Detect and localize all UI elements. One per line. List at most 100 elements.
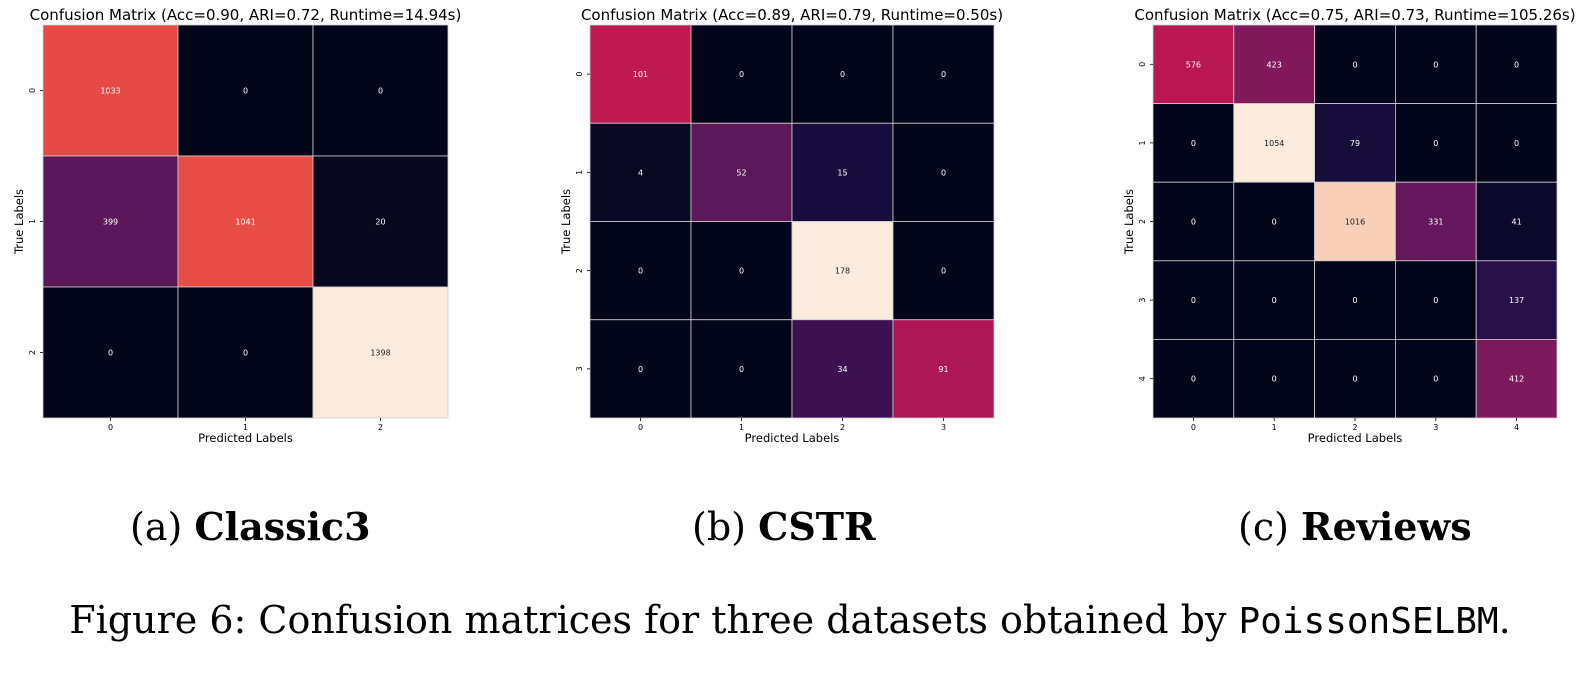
figure-caption: Figure 6: Confusion matrices for three d… bbox=[0, 598, 1580, 642]
y-tick-label: 0 bbox=[28, 88, 37, 93]
cell-value-label: 15 bbox=[837, 168, 847, 177]
heatmap-cell bbox=[1395, 24, 1477, 104]
cell-value-label: 0 bbox=[1272, 296, 1277, 305]
cell-value-label: 0 bbox=[1352, 296, 1357, 305]
cell-value-label: 0 bbox=[243, 87, 248, 96]
x-tick-label: 0 bbox=[1191, 423, 1196, 432]
x-axis-label: Predicted Labels bbox=[1308, 431, 1403, 445]
heatmap-cell bbox=[791, 24, 894, 124]
cell-value-label: 1016 bbox=[1345, 218, 1365, 227]
x-tick-label: 1 bbox=[739, 423, 744, 432]
heatmap-cell bbox=[1233, 260, 1316, 340]
y-tick-label: 3 bbox=[575, 366, 584, 371]
heatmap-cell bbox=[791, 122, 894, 222]
x-tick-label: 2 bbox=[1352, 423, 1357, 432]
y-tick-label: 2 bbox=[1138, 219, 1147, 224]
cell-value-label: 0 bbox=[1433, 60, 1438, 69]
x-tick-label: 0 bbox=[108, 423, 113, 432]
cell-value-label: 0 bbox=[1272, 218, 1277, 227]
cell-value-label: 1054 bbox=[1264, 139, 1284, 148]
caption-dataset-name: Reviews bbox=[1301, 504, 1472, 549]
cell-value-label: 0 bbox=[1514, 139, 1519, 148]
cell-value-label: 399 bbox=[103, 218, 118, 227]
chart-title: Confusion Matrix (Acc=0.89, ARI=0.79, Ru… bbox=[581, 6, 1003, 24]
cell-value-label: 0 bbox=[1191, 218, 1196, 227]
cell-value-label: 178 bbox=[835, 267, 850, 276]
y-tick-label: 3 bbox=[1138, 298, 1147, 303]
cell-value-label: 0 bbox=[739, 70, 744, 79]
x-tick-label: 1 bbox=[243, 423, 248, 432]
heatmap-reviews: Confusion Matrix (Acc=0.75, ARI=0.73, Ru… bbox=[1122, 6, 1576, 445]
heatmap-cell bbox=[1152, 260, 1235, 340]
y-tick-label: 2 bbox=[575, 268, 584, 273]
heatmap-cell bbox=[690, 319, 793, 419]
cell-value-label: 0 bbox=[1352, 60, 1357, 69]
cell-value-label: 1398 bbox=[370, 349, 390, 358]
figure-caption-end: . bbox=[1498, 598, 1511, 642]
figure-caption-text: Figure 6: Confusion matrices for three d… bbox=[69, 598, 1227, 642]
heatmap-cell bbox=[177, 155, 314, 288]
heatmap-cell bbox=[791, 221, 894, 321]
cell-value-label: 34 bbox=[837, 365, 847, 374]
heatmap-cell bbox=[690, 122, 793, 222]
heatmap-cell bbox=[1233, 24, 1316, 104]
cell-value-label: 331 bbox=[1428, 218, 1443, 227]
heatmap-cell bbox=[589, 24, 692, 124]
heatmap-classic3: Confusion Matrix (Acc=0.90, ARI=0.72, Ru… bbox=[12, 6, 461, 445]
x-tick-label: 2 bbox=[378, 423, 383, 432]
cell-value-label: 0 bbox=[1433, 296, 1438, 305]
caption-cstr: (b) CSTR bbox=[692, 504, 876, 549]
x-tick-label: 2 bbox=[840, 423, 845, 432]
cell-value-label: 41 bbox=[1512, 218, 1522, 227]
y-tick-label: 0 bbox=[1138, 62, 1147, 67]
cell-value-label: 0 bbox=[1352, 375, 1357, 384]
y-tick-label: 0 bbox=[575, 72, 584, 77]
cell-value-label: 412 bbox=[1509, 375, 1524, 384]
x-tick-label: 0 bbox=[638, 423, 643, 432]
cell-value-label: 0 bbox=[1433, 375, 1438, 384]
heatmap-cell bbox=[1233, 103, 1316, 183]
cell-value-label: 0 bbox=[941, 168, 946, 177]
heatmap-cell bbox=[312, 24, 449, 157]
heatmap-cell bbox=[1314, 181, 1396, 262]
heatmap-cell bbox=[42, 24, 179, 157]
cell-value-label: 0 bbox=[1191, 296, 1196, 305]
chart-title: Confusion Matrix (Acc=0.90, ARI=0.72, Ru… bbox=[30, 6, 462, 24]
heatmap-cell bbox=[892, 221, 995, 321]
heatmap-cell bbox=[892, 319, 995, 419]
heatmap-cell bbox=[1475, 24, 1558, 104]
y-axis-label: True Labels bbox=[1122, 189, 1136, 255]
cell-value-label: 0 bbox=[1191, 375, 1196, 384]
y-axis-label: True Labels bbox=[559, 189, 573, 255]
figure-caption-code: PoissonSELBM bbox=[1238, 601, 1499, 642]
heatmap-cell bbox=[892, 122, 995, 222]
heatmap-cell bbox=[1475, 260, 1558, 340]
heatmap-cell bbox=[1475, 338, 1558, 419]
y-tick-label: 2 bbox=[28, 350, 37, 355]
cell-value-label: 0 bbox=[739, 267, 744, 276]
caption-classic3: (a) Classic3 bbox=[130, 504, 371, 549]
heatmap-cell bbox=[1395, 181, 1477, 262]
caption-dataset-name: CSTR bbox=[758, 504, 876, 549]
heatmap-cell bbox=[312, 155, 449, 288]
heatmap-cell bbox=[892, 24, 995, 124]
cell-value-label: 576 bbox=[1186, 60, 1201, 69]
cell-value-label: 0 bbox=[941, 70, 946, 79]
heatmap-cell bbox=[1314, 103, 1396, 183]
y-axis-label: True Labels bbox=[12, 189, 26, 255]
cell-value-label: 0 bbox=[638, 365, 643, 374]
caption-prefix: (b) bbox=[692, 505, 746, 549]
x-tick-label: 3 bbox=[1433, 423, 1438, 432]
caption-prefix: (a) bbox=[130, 505, 183, 549]
cell-value-label: 0 bbox=[378, 87, 383, 96]
heatmap-cell bbox=[690, 221, 793, 321]
cell-value-label: 0 bbox=[638, 267, 643, 276]
heatmap-cell bbox=[42, 155, 179, 288]
heatmap-cell bbox=[1314, 260, 1396, 340]
cell-value-label: 0 bbox=[1433, 139, 1438, 148]
heatmap-cell bbox=[177, 286, 314, 419]
cell-value-label: 0 bbox=[840, 70, 845, 79]
cell-value-label: 101 bbox=[633, 70, 648, 79]
heatmap-cell bbox=[1152, 24, 1235, 104]
cell-value-label: 4 bbox=[638, 168, 643, 177]
